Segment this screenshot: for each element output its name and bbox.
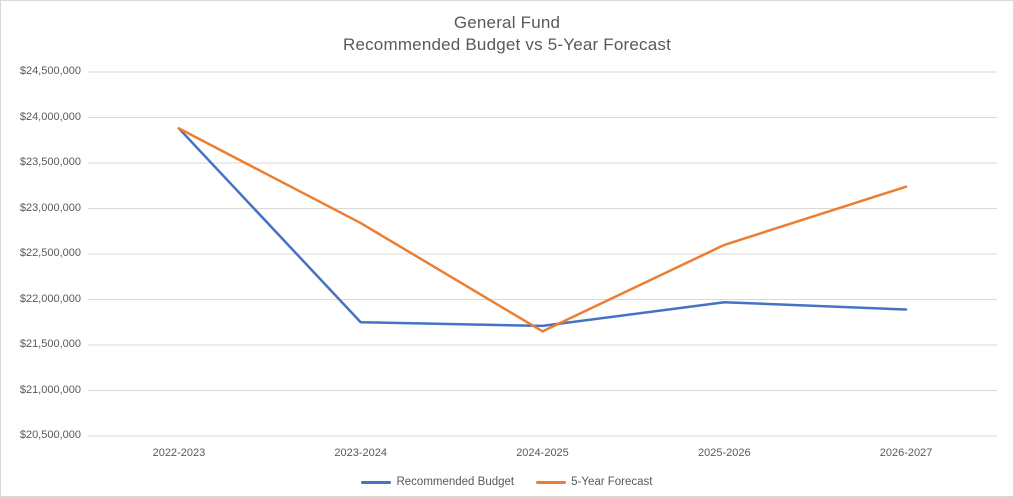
legend-label: 5-Year Forecast: [571, 476, 653, 488]
legend-item-recommended-budget: Recommended Budget: [361, 476, 514, 488]
y-tick-label: $23,500,000: [19, 156, 81, 168]
legend-line-swatch: [361, 480, 392, 484]
legend-item-5-year-forecast: 5-Year Forecast: [536, 476, 653, 488]
y-tick-label: $23,000,000: [19, 201, 81, 214]
chart-title: General Fund Recommended Budget vs 5-Yea…: [1, 12, 1013, 56]
x-tick-label: 2025-2026: [697, 447, 751, 459]
y-tick-label: $24,000,000: [19, 110, 81, 123]
y-tick-label: $22,500,000: [19, 247, 81, 259]
y-tick-label: $22,000,000: [19, 292, 81, 305]
series-line-recommended-budget: [177, 127, 908, 328]
chart-title-line1: General Fund: [453, 13, 561, 32]
y-tick-label: $24,500,000: [19, 65, 81, 77]
x-tick-label: 2022-2023: [152, 447, 206, 459]
x-tick-label: 2024-2025: [516, 447, 569, 459]
series-line-5-year-forecast: [177, 127, 908, 333]
x-tick-label: 2026-2027: [879, 447, 933, 459]
legend: Recommended Budget 5-Year Forecast: [1, 476, 1013, 488]
chart-title-line2: Recommended Budget vs 5-Year Forecast: [342, 35, 672, 54]
legend-label: Recommended Budget: [396, 476, 515, 488]
legend-line-swatch: [536, 480, 567, 484]
y-tick-label: $21,500,000: [19, 338, 81, 350]
y-tick-label: $20,500,000: [19, 429, 81, 441]
x-tick-label: 2023-2024: [334, 447, 387, 459]
y-tick-label: $21,000,000: [19, 383, 81, 396]
